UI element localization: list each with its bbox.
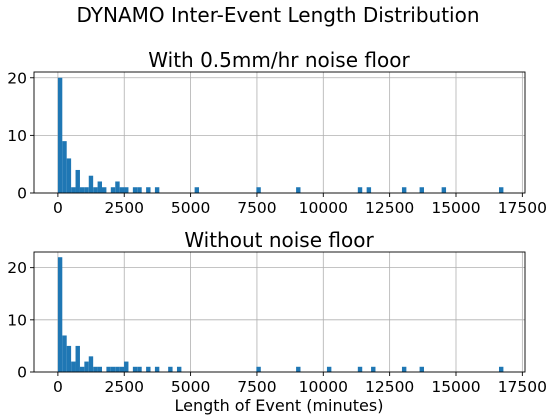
histogram-bar [75, 345, 80, 372]
x-tick-label: 12500 [365, 378, 414, 396]
histogram-bar [498, 187, 504, 193]
histogram-bar [57, 257, 63, 372]
plot-frame [33, 251, 526, 373]
histogram-bar [88, 175, 94, 193]
figure-suptitle: DYNAMO Inter-Event Length Distribution [76, 3, 479, 27]
x-tick-label: 12500 [365, 199, 414, 217]
histogram-bar [296, 366, 301, 372]
x-tick-label: 2500 [105, 378, 144, 396]
histogram-bar [66, 158, 72, 193]
histogram-bar [110, 366, 116, 372]
histogram-bar [176, 366, 182, 372]
histogram-without-noise-floor: Without noise floor Length of Event (min… [7, 228, 547, 415]
histogram-bar [357, 187, 363, 193]
histogram-bar [97, 181, 103, 193]
histogram-bar [168, 366, 173, 372]
histogram-bar [119, 187, 125, 193]
histogram-bar [119, 366, 125, 372]
x-tick-label: 17500 [498, 378, 547, 396]
x-tick-label: 7500 [237, 378, 276, 396]
histogram-bar [419, 366, 424, 372]
histogram-bar [132, 366, 138, 372]
x-tick-label: 5000 [171, 378, 210, 396]
histogram-bar [441, 187, 447, 193]
y-tick-label: 10 [7, 127, 27, 145]
y-tick-label: 20 [7, 259, 27, 277]
x-tick-label: 5000 [171, 199, 210, 217]
histogram-bar [62, 141, 67, 193]
x-tick-label: 7500 [237, 199, 276, 217]
histogram-bar [71, 187, 76, 193]
histogram-bar [93, 187, 98, 193]
histogram-bar [256, 187, 261, 193]
x-tick-label: 0 [53, 378, 63, 396]
x-tick-label: 2500 [105, 199, 144, 217]
x-tick-label: 10000 [299, 199, 348, 217]
histogram-bar [79, 187, 85, 193]
histogram-bar [132, 187, 138, 193]
histogram-bar [84, 361, 89, 372]
histogram-bar [296, 187, 301, 193]
histogram-bar [97, 366, 103, 372]
histogram-bar [401, 187, 407, 193]
histogram-bar [366, 187, 372, 193]
histogram-bar [146, 187, 151, 193]
x-tick-label: 15000 [431, 378, 480, 396]
histogram-bar [146, 366, 151, 372]
histogram-bar [124, 187, 129, 193]
histogram-with-noise-floor: With 0.5mm/hr noise floor 0 2500 5000 7500 1… [7, 48, 547, 217]
histogram-bar [75, 169, 80, 193]
x-tick-label: 15000 [431, 199, 480, 217]
histogram-bar [71, 361, 76, 372]
histogram-bar [115, 366, 120, 372]
plot-frame [33, 71, 526, 194]
y-tick-label: 0 [17, 185, 27, 203]
histogram-bar [357, 366, 363, 372]
histogram-bar [154, 187, 160, 193]
histogram-bar [115, 181, 120, 193]
histogram-bar [88, 356, 94, 372]
x-axis-label: Length of Event (minutes) [175, 396, 384, 415]
histogram-bar [110, 187, 116, 193]
histogram-bar [154, 366, 160, 372]
histogram-bar [419, 187, 424, 193]
x-tick-label: 0 [53, 199, 63, 217]
x-tick-label: 10000 [299, 378, 348, 396]
histogram-bar [106, 366, 111, 372]
histogram-bar [57, 77, 63, 193]
histogram-bar [498, 366, 504, 372]
histogram-bar [101, 187, 107, 193]
histogram-bar [371, 366, 376, 372]
histogram-bar [326, 366, 332, 372]
histogram-bar [79, 366, 85, 372]
histogram-bar [66, 345, 72, 372]
y-tick-label: 10 [7, 311, 27, 329]
x-tick-label: 17500 [498, 199, 547, 217]
y-tick-label: 20 [7, 69, 27, 87]
histogram-bar [93, 366, 98, 372]
histogram-bar [194, 187, 200, 193]
histogram-bar [256, 366, 261, 372]
chart-title: Without noise floor [184, 228, 374, 252]
histogram-bar [137, 187, 142, 193]
histogram-bar [401, 366, 407, 372]
y-tick-label: 0 [17, 364, 27, 382]
histogram-bar [84, 187, 89, 193]
chart-title: With 0.5mm/hr noise floor [148, 48, 410, 72]
histogram-bar [137, 366, 142, 372]
histogram-bar [62, 335, 67, 372]
histogram-bar [124, 361, 129, 372]
